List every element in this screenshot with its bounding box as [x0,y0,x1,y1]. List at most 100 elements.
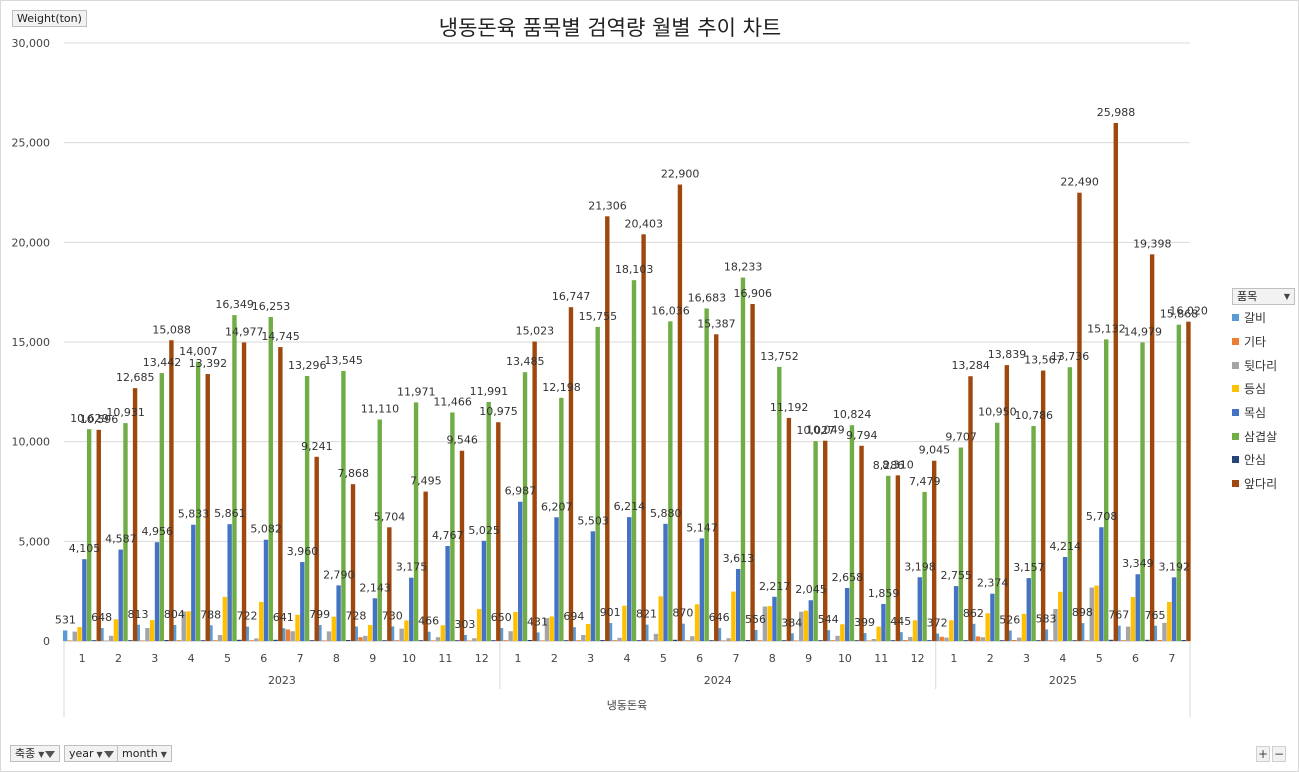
legend-title: 품목 [1237,290,1258,303]
bar [518,501,523,641]
x-tick-label: 1 [950,652,957,665]
legend-swatch [1232,432,1239,440]
data-label: 9,546 [446,434,478,447]
data-label: 2,217 [759,580,791,593]
bar [648,640,654,641]
bar [1130,596,1136,641]
data-label: 14,979 [1123,325,1162,338]
data-label: 13,485 [506,355,545,368]
data-label: 15,023 [516,325,555,338]
bar [680,623,685,641]
bar [750,304,755,641]
data-label: 5,880 [650,507,682,520]
bar [590,531,596,641]
y-axis: 0 5,000 10,000 15,000 20,000 25,000 30,000 [12,37,51,648]
data-label: 9,794 [846,429,878,442]
bar [581,635,586,641]
data-label: 821 [636,608,657,621]
year-label: 2023 [268,674,296,687]
data-label: 4,767 [432,529,464,542]
data-label: 431 [527,615,548,628]
bar [249,640,254,641]
bar [532,341,537,641]
bar [1043,629,1049,641]
bar [886,475,891,641]
expand-button[interactable]: + [1256,746,1270,762]
bars [62,122,1191,642]
bar [612,640,617,641]
x-tick-label: 8 [769,652,776,665]
x-tick-label: 5 [224,652,231,665]
data-label: 22,490 [1060,176,1099,189]
legend-field-button[interactable]: 품목 ▼ [1232,288,1295,305]
bar [840,624,845,641]
bar [1140,342,1145,641]
filter-button-species[interactable]: 축종 ▼ [10,745,61,762]
data-label: 14,745 [261,330,300,343]
data-label: 526 [999,614,1020,627]
bar [208,625,213,641]
bar [309,640,315,641]
bar [491,640,496,641]
bar [341,371,346,641]
bar [934,633,940,641]
data-label: 9,045 [919,444,951,457]
bar [413,402,419,641]
bar [944,637,949,641]
collapse-button[interactable]: − [1272,746,1286,762]
bar [995,422,1000,641]
data-label: 10,975 [479,405,518,418]
chevron-down-icon: ▼ [160,750,167,759]
data-label: 16,349 [215,298,254,311]
filter-button-month[interactable]: month ▼ [117,745,172,762]
data-label: 5,147 [686,521,718,534]
data-label: 10,629 [70,412,109,425]
data-label: 728 [345,609,366,622]
bar [513,611,518,641]
bar [430,640,436,641]
bar [571,627,576,641]
filter-button-year[interactable]: year ▼ [64,745,119,762]
value-field-button[interactable]: Weight(ton) [12,10,87,27]
bar [931,460,937,641]
bar [399,628,404,641]
data-label: 10,786 [1015,409,1054,422]
legend-label: 등심 [1244,382,1267,397]
data-label: 372 [927,617,948,630]
bar [472,638,477,641]
bar [118,549,123,641]
bar [1048,640,1053,641]
bar [677,184,683,641]
data-label: 16,253 [252,300,291,313]
bar [159,373,165,641]
bar [1094,585,1099,641]
x-tick-label: 12 [475,652,489,665]
bar [617,637,622,641]
bar [358,637,363,641]
data-label: 5,025 [468,524,500,537]
bar [176,640,182,641]
bar [195,361,201,641]
bar [876,626,881,641]
bar [99,628,104,641]
bar [786,417,792,641]
bar [672,639,678,641]
y-tick-label: 25,000 [12,137,51,150]
bar [404,620,409,641]
data-label: 11,110 [361,403,400,416]
bar [508,631,513,641]
x-tick-label: 1 [79,652,86,665]
bar [191,524,196,641]
filter-icon [45,750,56,758]
data-label: 13,752 [760,350,799,363]
legend-swatch [1232,456,1239,464]
x-tick-label: 6 [696,652,703,665]
bar [1007,630,1012,641]
bar [150,620,155,641]
bar [435,637,441,641]
data-label: 22,900 [661,168,700,181]
bar [890,640,896,641]
bar [762,606,768,641]
data-label: 646 [709,611,730,624]
